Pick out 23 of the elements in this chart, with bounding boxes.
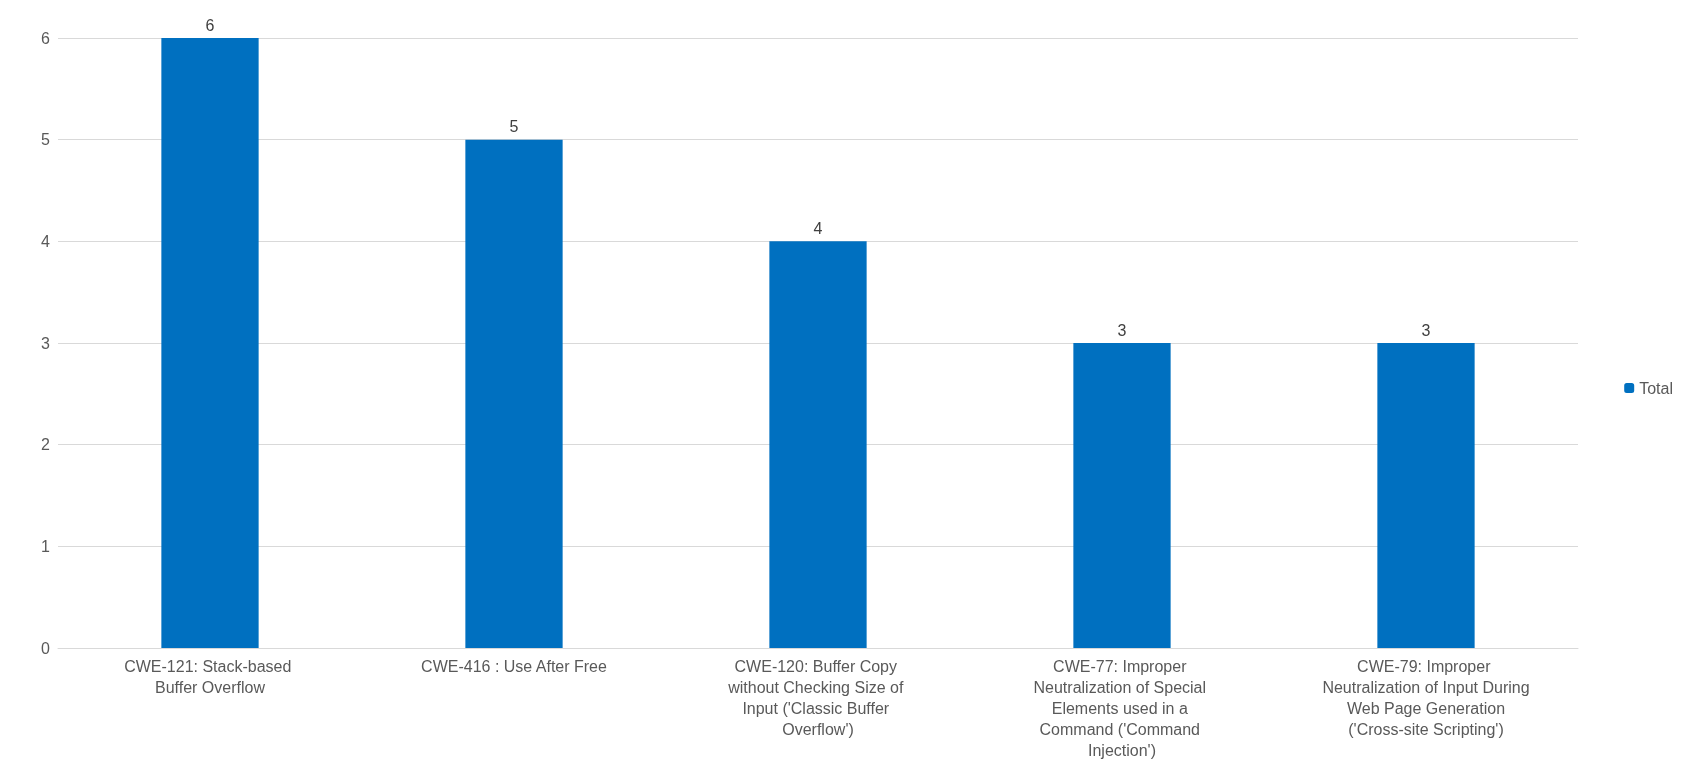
x-tick-label: CWE-79: Improper Neutralization of Input During Web Page Generation ('Cross-site Scripting')	[1322, 658, 1530, 738]
data-label: 3	[1421, 321, 1431, 339]
y-tick-label: 1	[41, 537, 51, 555]
y-tick-label: 2	[41, 436, 51, 454]
y-tick-label: 6	[41, 29, 51, 47]
y-tick-label: 3	[41, 334, 51, 352]
x-tick-label: CWE-121: Stack-based Buffer Overflow	[124, 658, 296, 696]
y-tick-label: 4	[41, 232, 51, 250]
legend-label: Total	[1639, 379, 1673, 397]
data-label: 5	[509, 118, 519, 136]
bar	[769, 241, 867, 648]
bar	[465, 139, 563, 648]
data-label: 3	[1117, 321, 1127, 339]
bar	[1073, 343, 1171, 648]
data-label: 4	[813, 219, 823, 237]
y-tick-label: 0	[41, 639, 51, 657]
x-tick-label: CWE-77: Improper Neutralization of Special Elements used in a Command ('Command Injection')	[1033, 658, 1211, 759]
bar	[161, 38, 259, 648]
bar	[1377, 343, 1475, 648]
data-label: 6	[205, 16, 215, 34]
x-tick-label: CWE-120: Buffer Copy without Checking Size of Input ('Classic Buffer Overflow')	[727, 658, 908, 738]
x-tick-label: CWE-416 : Use After Free	[421, 658, 608, 675]
y-tick-label: 5	[41, 131, 51, 149]
